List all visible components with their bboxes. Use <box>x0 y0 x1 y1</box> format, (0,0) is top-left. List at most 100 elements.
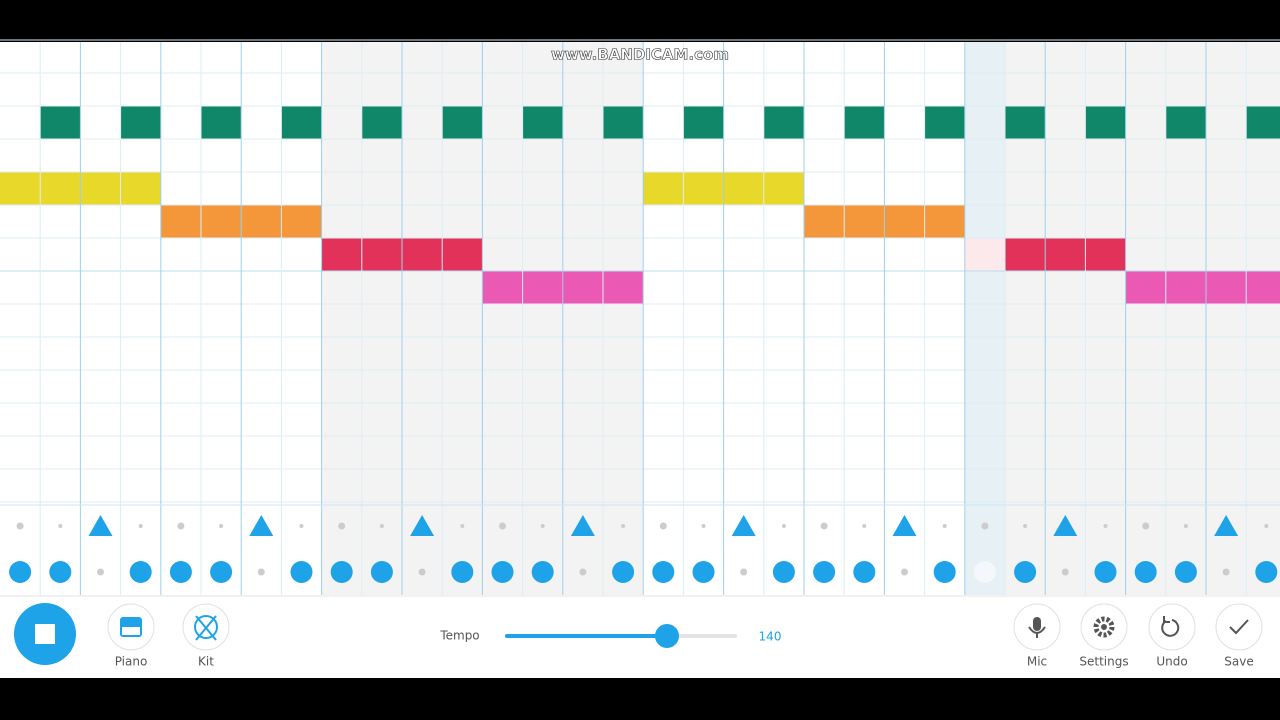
kick-empty <box>740 568 748 576</box>
playhead <box>964 42 1005 595</box>
kick <box>531 561 554 583</box>
piano-label: Piano <box>115 655 148 669</box>
snare-empty <box>981 522 989 530</box>
snare <box>731 515 756 536</box>
snare-empty <box>659 522 667 530</box>
snare-empty <box>820 522 828 530</box>
tempo-label: Tempo <box>439 629 479 643</box>
snare-empty <box>1023 524 1028 528</box>
snare <box>1214 515 1239 536</box>
snare-empty <box>379 524 384 528</box>
kick <box>1094 561 1117 583</box>
note <box>763 106 804 139</box>
kick <box>1174 561 1197 583</box>
snare-empty <box>138 524 143 528</box>
save-button[interactable] <box>1215 603 1263 651</box>
snare-empty <box>499 522 506 530</box>
watermark: www.BANDICAM.com <box>551 46 729 64</box>
note <box>603 106 644 139</box>
snare-empty <box>1103 524 1108 528</box>
kit-label: Kit <box>198 655 214 669</box>
snare-empty <box>1183 524 1188 528</box>
snare-empty <box>1264 524 1269 528</box>
snare-empty <box>540 524 545 528</box>
snare-empty <box>1142 522 1150 530</box>
mic-button[interactable] <box>1013 603 1061 651</box>
kit-button[interactable] <box>182 603 230 651</box>
save-label: Save <box>1224 655 1253 669</box>
note <box>683 106 724 139</box>
note <box>361 106 402 139</box>
kick <box>491 561 514 583</box>
undo-label: Undo <box>1156 655 1187 669</box>
kick <box>612 561 635 583</box>
snare <box>88 515 113 536</box>
snare-empty <box>219 524 224 528</box>
note <box>964 238 1005 271</box>
kick <box>973 561 996 583</box>
kick-empty <box>257 568 265 576</box>
kick-empty <box>418 568 426 576</box>
kick <box>853 561 876 583</box>
note <box>1165 106 1206 139</box>
snare <box>570 515 595 536</box>
kick <box>9 561 32 583</box>
note <box>201 106 242 139</box>
note <box>1246 106 1280 139</box>
snare-empty <box>460 524 465 528</box>
note <box>1005 106 1046 139</box>
settings-label: Settings <box>1079 655 1128 669</box>
rhythm-grid[interactable] <box>9 515 1278 583</box>
kick-empty <box>901 568 908 576</box>
note <box>522 106 563 139</box>
kick <box>451 561 474 583</box>
snare <box>410 515 435 536</box>
undo-button[interactable] <box>1148 603 1196 651</box>
note <box>1085 106 1126 139</box>
kick <box>290 561 313 583</box>
snare <box>892 515 917 536</box>
snare-empty <box>16 522 24 530</box>
kick <box>813 561 836 583</box>
kick <box>330 561 353 583</box>
note <box>40 106 81 139</box>
note <box>924 106 965 139</box>
stop-button[interactable] <box>14 603 76 665</box>
kick-empty <box>1061 568 1069 576</box>
snare-empty <box>58 524 63 528</box>
snare <box>1053 515 1078 536</box>
snare-empty <box>621 524 626 528</box>
snare-empty <box>338 522 346 530</box>
note <box>1125 271 1280 304</box>
kick <box>49 561 72 583</box>
kick <box>129 561 152 583</box>
snare-empty <box>942 524 947 528</box>
snare-empty <box>299 524 304 528</box>
snare-empty <box>781 524 786 528</box>
kick <box>1255 561 1278 583</box>
kick-empty <box>579 568 587 576</box>
tempo-slider[interactable] <box>505 624 737 648</box>
tempo-value: 140 <box>759 630 782 644</box>
note <box>281 106 322 139</box>
mic-label: Mic <box>1027 655 1047 669</box>
kick <box>772 561 795 583</box>
note <box>844 106 885 139</box>
snare <box>249 515 274 536</box>
note <box>442 106 483 139</box>
piano-button[interactable] <box>107 603 155 651</box>
snare-empty <box>177 522 185 530</box>
note <box>120 106 161 139</box>
snare-empty <box>701 524 706 528</box>
melody-grid[interactable] <box>0 39 1280 595</box>
kick-empty <box>97 568 104 576</box>
kick <box>210 561 233 583</box>
kick <box>370 561 393 583</box>
kick <box>692 561 715 583</box>
kick <box>1014 561 1037 583</box>
settings-button[interactable] <box>1080 603 1128 651</box>
kick <box>169 561 192 583</box>
kick <box>933 561 956 583</box>
